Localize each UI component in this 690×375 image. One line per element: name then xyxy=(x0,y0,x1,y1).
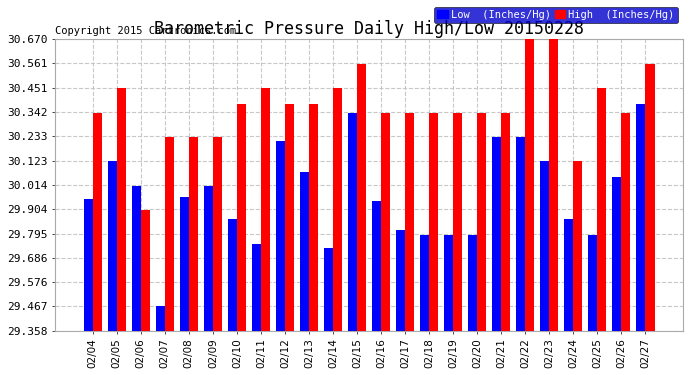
Bar xyxy=(213,137,222,330)
Bar xyxy=(141,210,150,330)
Bar xyxy=(261,88,270,330)
Bar xyxy=(300,172,309,330)
Bar xyxy=(285,104,294,330)
Bar xyxy=(132,186,141,330)
Bar xyxy=(108,161,117,330)
Bar xyxy=(501,112,511,330)
Bar xyxy=(429,112,438,330)
Bar xyxy=(573,161,582,330)
Bar xyxy=(156,306,165,330)
Bar xyxy=(204,186,213,330)
Bar xyxy=(588,235,598,330)
Bar xyxy=(228,219,237,330)
Bar xyxy=(540,161,549,330)
Bar xyxy=(405,112,414,330)
Bar xyxy=(622,112,631,330)
Bar xyxy=(276,141,285,330)
Bar xyxy=(516,137,525,330)
Title: Barometric Pressure Daily High/Low 20150228: Barometric Pressure Daily High/Low 20150… xyxy=(154,20,584,38)
Bar xyxy=(420,235,429,330)
Bar xyxy=(117,88,126,330)
Bar xyxy=(357,64,366,330)
Bar xyxy=(396,230,405,330)
Bar xyxy=(83,199,92,330)
Bar xyxy=(612,177,622,330)
Bar xyxy=(324,248,333,330)
Bar xyxy=(309,104,318,330)
Legend: Low  (Inches/Hg), High  (Inches/Hg): Low (Inches/Hg), High (Inches/Hg) xyxy=(434,7,678,23)
Bar xyxy=(636,104,645,330)
Bar xyxy=(477,112,486,330)
Bar xyxy=(165,137,174,330)
Bar xyxy=(645,64,655,330)
Bar xyxy=(549,39,558,330)
Bar xyxy=(525,39,534,330)
Bar xyxy=(598,88,607,330)
Bar xyxy=(453,112,462,330)
Bar xyxy=(444,235,453,330)
Bar xyxy=(372,201,381,330)
Bar xyxy=(252,243,261,330)
Bar xyxy=(381,112,391,330)
Bar xyxy=(189,137,198,330)
Text: Copyright 2015 Cartronics.com: Copyright 2015 Cartronics.com xyxy=(55,26,237,36)
Bar xyxy=(333,88,342,330)
Bar xyxy=(564,219,573,330)
Bar xyxy=(468,235,477,330)
Bar xyxy=(92,112,102,330)
Bar xyxy=(492,137,501,330)
Bar xyxy=(179,197,189,330)
Bar xyxy=(237,104,246,330)
Bar xyxy=(348,112,357,330)
